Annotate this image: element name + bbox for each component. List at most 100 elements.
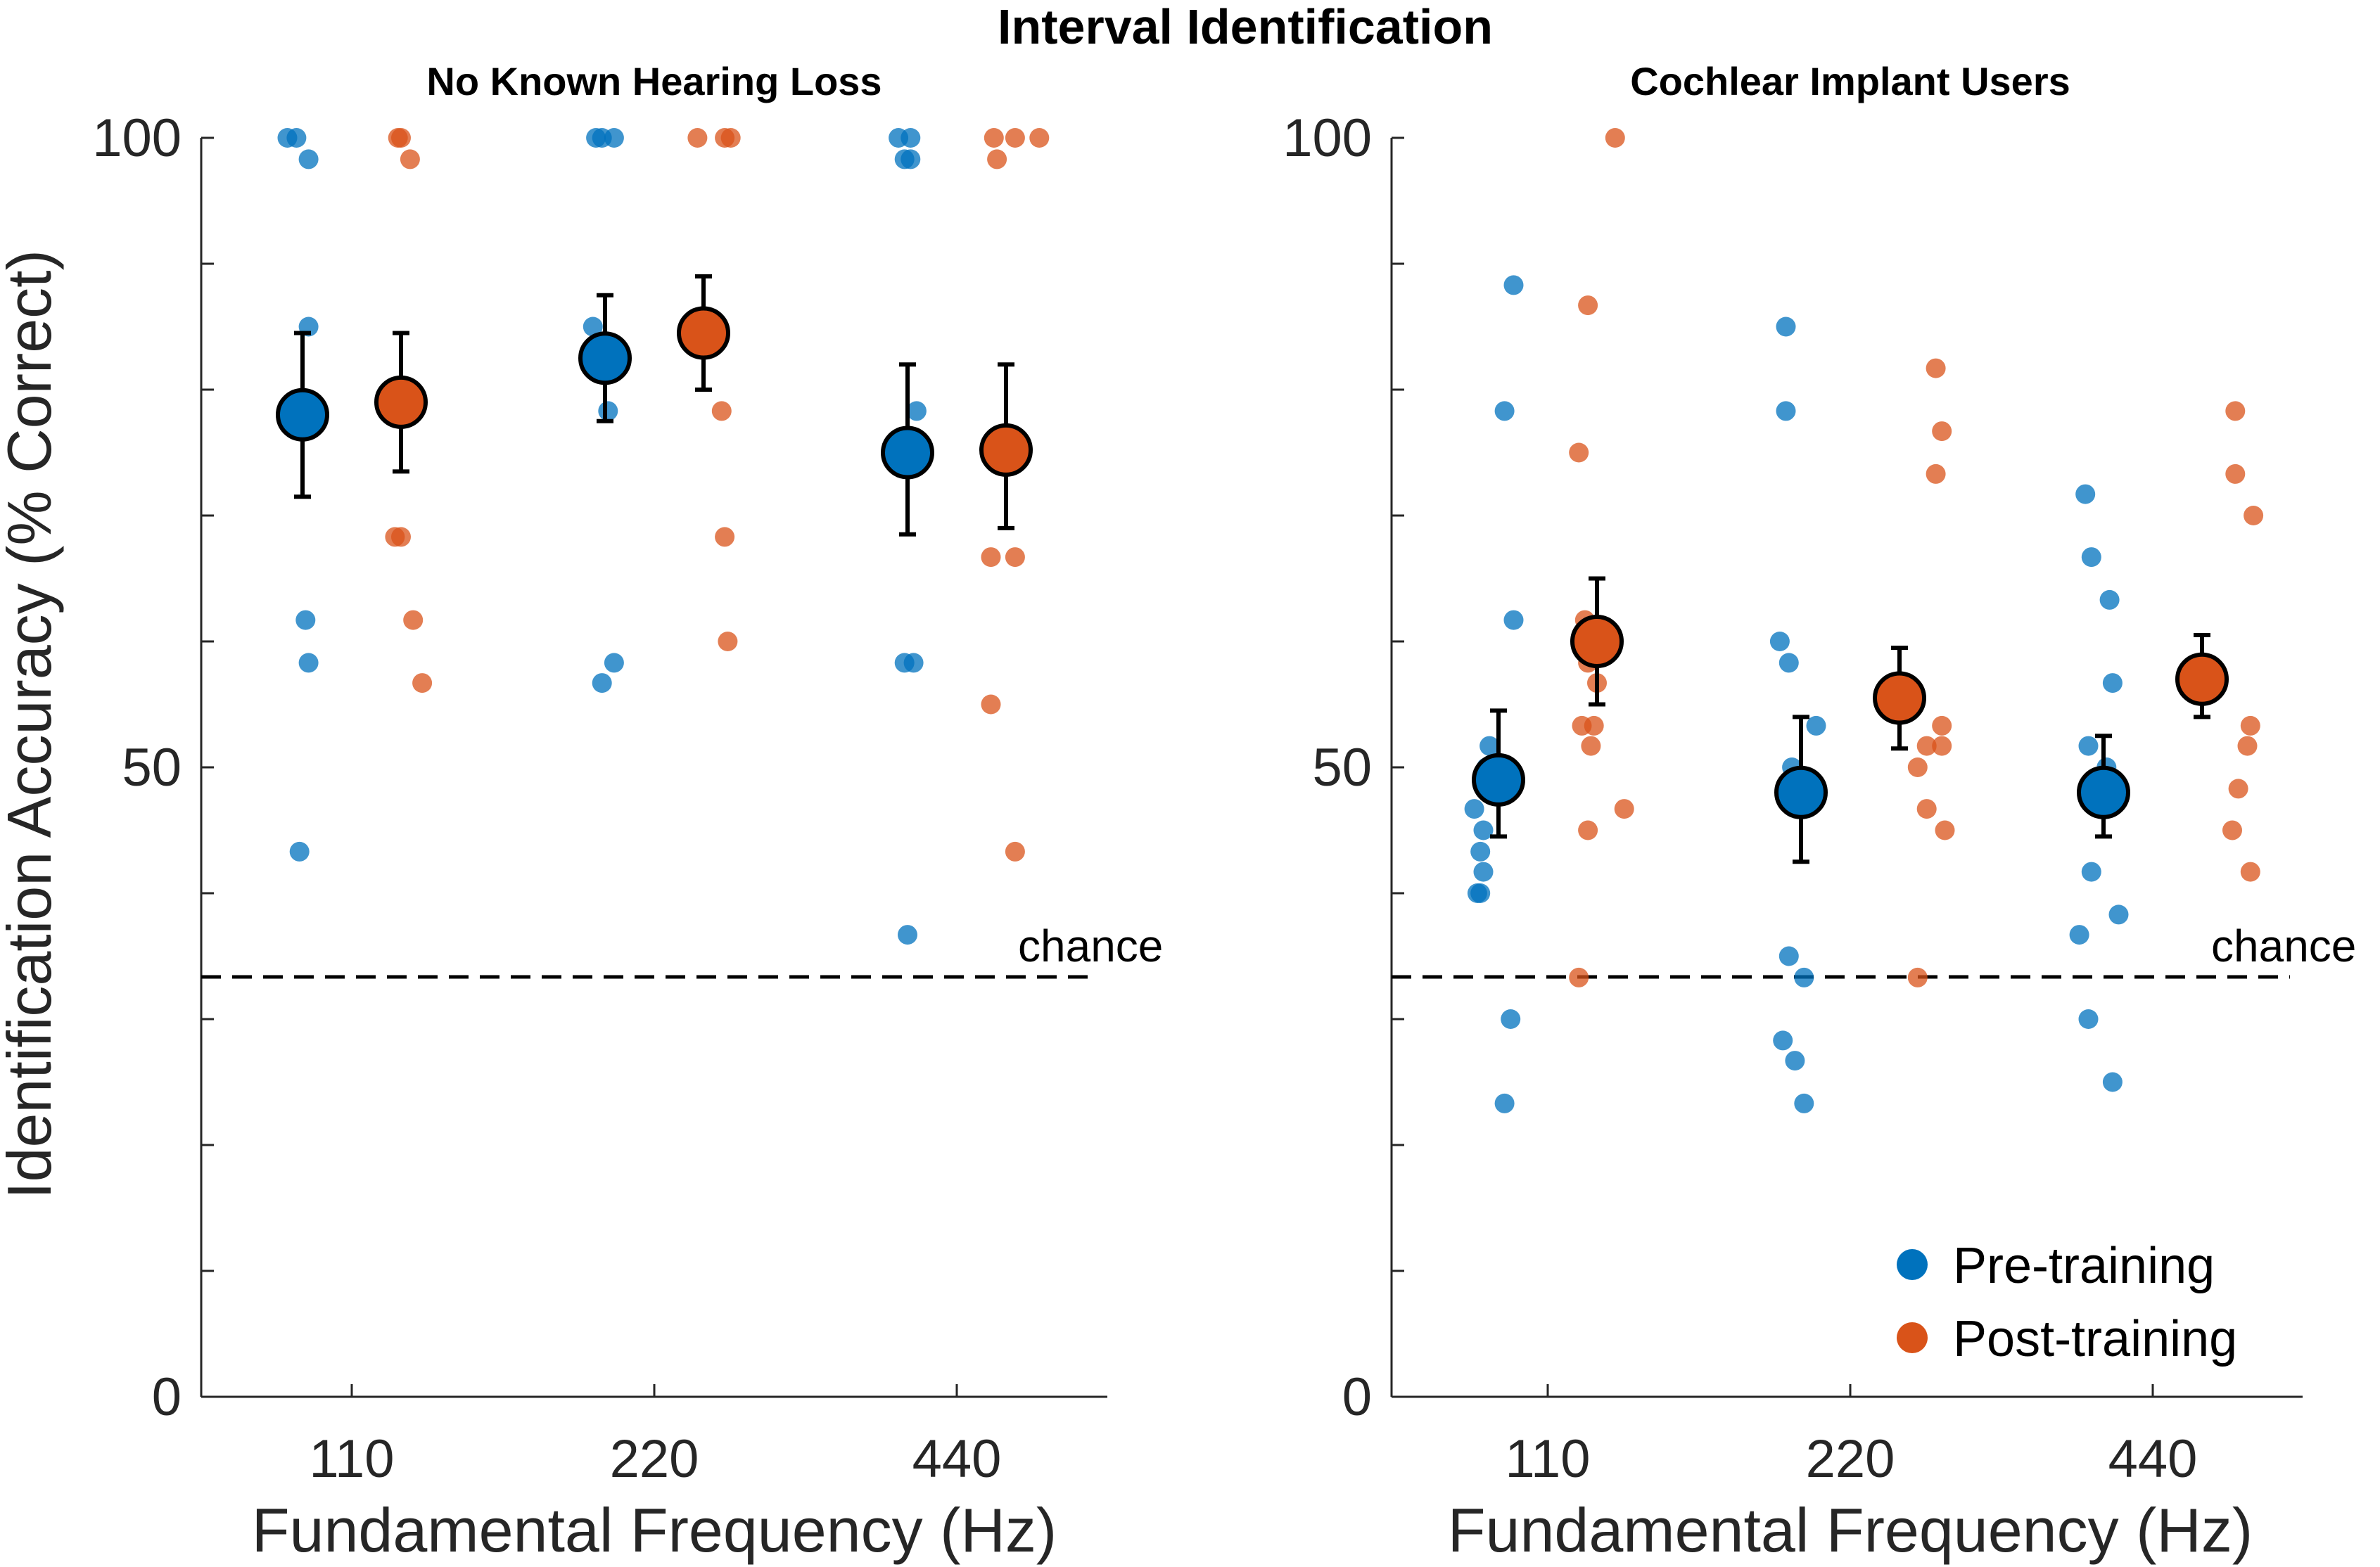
data-point-pre-220	[592, 673, 612, 693]
data-point-post-440	[2237, 736, 2258, 756]
data-point-pre-440	[901, 128, 921, 148]
data-point-post-220	[1932, 736, 1952, 756]
data-point-pre-110	[1494, 1093, 1515, 1113]
panel-right-y-minor-ticks	[1392, 262, 1404, 1272]
data-point-pre-110	[1479, 736, 1500, 756]
data-point-pre-220	[604, 653, 624, 673]
data-point-pre-220	[1785, 1051, 1805, 1071]
data-point-pre-110	[1473, 862, 1494, 882]
panel-right-y-major-ticks	[1392, 136, 1404, 769]
panel-left-xtick-110: 110	[309, 1429, 394, 1489]
data-point-pre-110	[298, 653, 319, 673]
data-point-pre-110	[295, 610, 316, 630]
data-point-pre-440	[898, 925, 917, 945]
panel-left-ytick-100: 100	[92, 108, 182, 168]
legend-post-marker	[1897, 1322, 1928, 1353]
mean-marker-pre-110	[276, 388, 329, 442]
data-point-post-440	[981, 547, 1001, 568]
data-point-pre-110	[1470, 841, 1491, 862]
data-point-pre-220	[583, 316, 603, 337]
data-point-pre-220	[1778, 946, 1799, 966]
data-point-post-220	[1916, 736, 1937, 756]
panel-left-chance-label: chance	[1018, 921, 1163, 971]
data-point-post-220	[1932, 421, 1952, 442]
data-point-pre-110	[298, 149, 319, 170]
data-point-pre-110	[1470, 883, 1491, 903]
data-point-pre-220	[1806, 715, 1826, 736]
data-point-post-440	[987, 149, 1007, 170]
y-axis-label: Identification Accuracy (% Correct)	[0, 250, 64, 1199]
panel-left-y-major-ticks	[201, 136, 214, 769]
mean-marker-pre-440	[881, 426, 934, 480]
data-point-post-220	[1916, 799, 1937, 819]
mean-marker-post-220	[677, 306, 730, 360]
mean-marker-pre-220	[578, 331, 632, 385]
mean-marker-pre-110	[1472, 753, 1525, 807]
data-point-pre-220	[598, 401, 618, 421]
panel-left-ytick-50: 50	[122, 738, 182, 798]
data-point-pre-440	[2108, 904, 2129, 925]
data-point-post-440	[2222, 820, 2242, 840]
data-point-pre-220	[1773, 1030, 1793, 1051]
data-point-post-440	[1029, 128, 1050, 148]
data-point-post-440	[984, 128, 1004, 148]
data-point-post-220	[1907, 757, 1928, 777]
data-point-pre-220	[1794, 1093, 1814, 1113]
data-point-post-110	[1578, 820, 1598, 840]
panel-right-xtick-110: 110	[1505, 1429, 1590, 1489]
data-point-post-110	[403, 610, 424, 630]
panel-right-xtick-220: 220	[1806, 1429, 1895, 1489]
data-point-post-220	[687, 128, 708, 148]
data-point-post-110	[1569, 442, 1589, 463]
legend-pre-label: Pre-training	[1953, 1238, 2215, 1294]
legend-pre-marker	[1897, 1249, 1928, 1280]
data-point-pre-440	[2069, 925, 2089, 945]
data-point-pre-440	[2081, 862, 2101, 882]
panel-left-subtitle: No Known Hearing Loss	[426, 59, 882, 103]
data-point-pre-220	[1794, 967, 1814, 987]
data-point-post-110	[391, 128, 411, 148]
panel-right: Cochlear Implant Users 100 50 0 110 220 …	[1283, 59, 2356, 1565]
mean-marker-post-440	[979, 423, 1033, 477]
data-point-pre-220	[1778, 653, 1799, 673]
panel-left-marks	[276, 128, 1050, 945]
data-point-post-220	[715, 527, 735, 547]
data-point-post-110	[1581, 736, 1601, 756]
mean-marker-post-110	[374, 375, 428, 429]
panel-right-x-ticks	[1546, 1384, 2154, 1397]
data-point-post-110	[1614, 799, 1634, 819]
data-point-pre-220	[1776, 401, 1796, 421]
data-point-pre-110	[1501, 1009, 1521, 1029]
data-point-pre-220	[604, 128, 624, 148]
data-point-pre-440	[903, 653, 924, 673]
data-point-post-110	[400, 149, 420, 170]
data-point-pre-110	[1464, 799, 1484, 819]
data-point-pre-440	[906, 401, 927, 421]
panel-left-x-axis-label: Fundamental Frequency (Hz)	[252, 1495, 1057, 1565]
data-point-pre-440	[2081, 547, 2101, 568]
panel-right-ytick-50: 50	[1312, 738, 1372, 798]
data-point-post-440	[2225, 463, 2246, 484]
panel-right-ytick-100: 100	[1283, 108, 1372, 168]
data-point-post-220	[1926, 358, 1946, 378]
panel-right-marks	[1464, 128, 2264, 1113]
data-point-pre-110	[1503, 275, 1524, 295]
data-point-pre-110	[1494, 401, 1515, 421]
mean-marker-pre-440	[2077, 765, 2130, 819]
data-point-pre-440	[2078, 1009, 2099, 1029]
panel-left-xtick-440: 440	[912, 1429, 1002, 1489]
data-point-post-440	[981, 694, 1001, 715]
data-point-post-220	[1935, 820, 1955, 840]
panel-left-y-minor-ticks	[201, 262, 214, 1272]
data-point-post-110	[412, 673, 433, 693]
data-point-post-220	[1907, 967, 1928, 987]
data-point-post-440	[2225, 401, 2246, 421]
legend-post-label: Post-training	[1953, 1311, 2237, 1367]
data-point-pre-440	[2075, 484, 2096, 504]
panel-right-ytick-0: 0	[1342, 1367, 1372, 1427]
data-point-post-220	[711, 401, 732, 421]
mean-marker-pre-220	[1774, 765, 1828, 819]
data-point-post-110	[391, 527, 411, 547]
data-point-post-110	[1578, 295, 1598, 316]
